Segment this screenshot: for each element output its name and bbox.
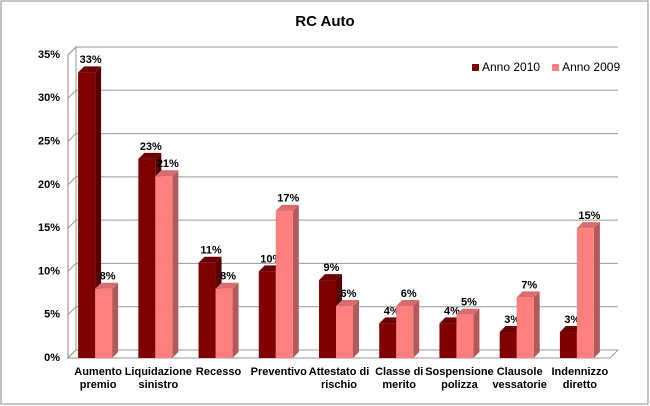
x-tick-label: Classe di merito — [375, 366, 424, 391]
chart-title: RC Auto — [295, 13, 354, 30]
x-tick-label: Preventivo — [250, 366, 307, 378]
legend-label: Anno 2009 — [562, 60, 620, 74]
bar-side — [533, 291, 540, 358]
bar-top — [198, 256, 222, 263]
bar — [516, 297, 534, 358]
value-label: 3% — [564, 314, 580, 326]
bar — [439, 323, 457, 358]
bar-top — [319, 274, 342, 281]
grid-diag — [67, 133, 77, 142]
bar-top — [275, 204, 299, 211]
bar-side — [172, 170, 179, 358]
grid-diag — [67, 349, 77, 359]
y-tick-label: 35% — [38, 49, 60, 61]
bar-top — [215, 282, 239, 289]
y-tick-label: 30% — [38, 92, 60, 104]
legend-swatch — [472, 64, 479, 71]
value-label: 4% — [444, 305, 460, 317]
bar-top — [456, 308, 480, 315]
bar-top — [78, 66, 102, 73]
x-tick-label: Clausole vessatorie — [492, 366, 547, 391]
bar-top — [396, 300, 420, 307]
value-label: 15% — [578, 210, 600, 222]
bar-side — [413, 300, 420, 358]
bar — [215, 288, 233, 358]
bar-side — [593, 222, 600, 358]
bar-top — [95, 282, 119, 289]
x-tick-label: Indennizzo diretto — [551, 366, 609, 391]
value-label: 6% — [341, 288, 357, 300]
bar-top — [138, 152, 162, 159]
value-label: 11% — [200, 245, 222, 257]
value-label: 33% — [80, 54, 102, 66]
bar-side — [473, 308, 480, 358]
value-label: 3% — [504, 314, 520, 326]
x-tick-label: Aumento premio — [74, 366, 122, 391]
x-tick-label: Liquidazione sinistro — [124, 366, 192, 391]
bar-top — [155, 170, 179, 177]
value-label: 23% — [140, 141, 162, 153]
value-label: 6% — [401, 288, 417, 300]
bar — [275, 210, 293, 358]
grid-diag — [67, 263, 77, 272]
bar-side — [232, 282, 239, 358]
bar — [559, 332, 577, 358]
bar — [396, 306, 414, 358]
bar-top — [516, 291, 540, 298]
bar — [95, 288, 113, 358]
grid-diag — [67, 176, 77, 186]
grid-diag — [67, 46, 77, 56]
bar — [336, 306, 353, 358]
value-label: 8% — [220, 271, 236, 283]
bar — [198, 262, 216, 358]
bar — [258, 271, 276, 358]
bar — [576, 228, 594, 358]
bar-side — [292, 204, 299, 358]
grid-diag — [67, 306, 77, 316]
legend-label: Anno 2010 — [482, 60, 540, 74]
value-label: 21% — [157, 158, 179, 170]
bar — [319, 280, 336, 358]
value-label: 9% — [324, 262, 340, 274]
bar — [379, 323, 397, 358]
bar-top — [576, 222, 600, 229]
y-tick-label: 0% — [44, 352, 60, 364]
bar — [499, 332, 517, 358]
x-tick-label: Sospensione polizza — [425, 366, 494, 391]
bar — [155, 176, 173, 358]
grid-diag — [67, 219, 77, 229]
x-tick-label: Recesso — [195, 366, 242, 378]
value-label: 4% — [384, 305, 400, 317]
bar-top — [336, 300, 359, 307]
y-tick-label: 15% — [38, 222, 60, 234]
bar — [78, 72, 96, 359]
value-label: 7% — [521, 279, 537, 291]
grid-diag — [67, 89, 77, 99]
bar-side — [112, 282, 119, 358]
bar-side — [353, 300, 359, 358]
value-label: 5% — [461, 297, 477, 309]
y-tick-label: 5% — [44, 309, 60, 321]
y-tick-label: 10% — [38, 265, 60, 277]
bar — [138, 158, 156, 358]
y-tick-label: 25% — [38, 135, 60, 147]
x-tick-label: Attestato di rischio — [308, 366, 370, 391]
value-label: 17% — [277, 193, 299, 205]
value-label: 8% — [100, 271, 116, 283]
y-tick-label: 20% — [38, 179, 60, 191]
bar — [456, 314, 474, 358]
legend-swatch — [552, 64, 560, 71]
